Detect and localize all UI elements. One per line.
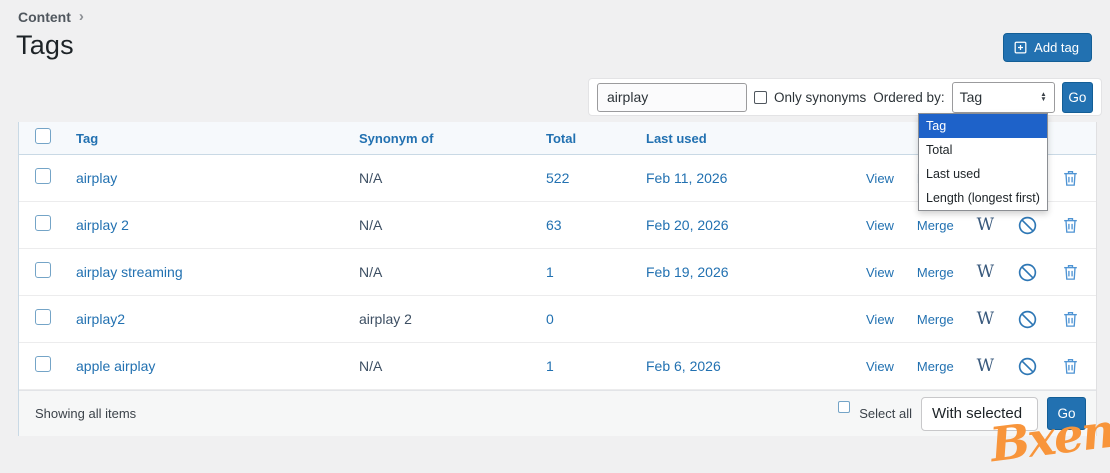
tag-link[interactable]: airplay streaming [76,264,183,280]
delete-trash-icon[interactable] [1061,215,1080,235]
tag-link[interactable]: airplay 2 [76,217,129,233]
wikipedia-icon[interactable]: W [976,355,995,376]
bulk-go-button[interactable]: Go [1047,397,1086,430]
column-header-last-used[interactable]: Last used [646,130,707,146]
chevron-right-icon: › [78,8,84,25]
ordered-by-selected-value: Tag [959,89,983,105]
dropdown-option-last-used[interactable]: Last used [926,167,981,181]
with-selected-select[interactable]: With selected [921,396,1038,431]
wikipedia-icon[interactable]: W [976,261,995,282]
table-row: airplay2 airplay 2 0 View Merge W [19,296,1096,343]
view-link[interactable]: View [866,358,894,374]
total-value: 522 [546,170,570,186]
synonym-of-value: N/A [359,358,383,374]
select-spinner-icon: ▲ ▼ [1040,91,1047,103]
tag-search-input[interactable] [597,82,747,112]
tag-link[interactable]: airplay2 [76,311,126,327]
ordered-by-dropdown-list: Tag Total Last used Length (longest firs… [918,113,1048,211]
block-synonym-icon[interactable] [1017,356,1038,377]
dropdown-option-tag[interactable]: Tag [919,114,1047,138]
synonym-of-value: N/A [359,264,383,280]
delete-trash-icon[interactable] [1061,262,1080,282]
table-row: airplay streaming N/A 1 Feb 19, 2026 Vie… [19,249,1096,296]
table-row: airplay 2 N/A 63 Feb 20, 2026 View Merge… [19,202,1096,249]
only-synonyms-label: Only synonyms [774,89,867,105]
last-used-value: Feb 19, 2026 [646,264,729,280]
merge-link[interactable]: Merge [916,264,954,280]
synonym-of-value: N/A [359,217,383,233]
select-all-header-checkbox[interactable] [35,127,51,144]
column-header-total[interactable]: Total [546,130,577,146]
merge-link[interactable]: Merge [916,358,954,374]
row-checkbox[interactable] [35,261,51,278]
delete-trash-icon[interactable] [1061,356,1080,376]
only-synonyms-checkbox[interactable] [754,90,767,104]
ordered-by-label: Ordered by: [873,89,945,105]
total-value: 1 [546,264,554,280]
view-link[interactable]: View [866,264,894,280]
showing-items-status: Showing all items [35,406,137,421]
view-link[interactable]: View [866,170,894,186]
delete-trash-icon[interactable] [1061,168,1080,188]
view-link[interactable]: View [866,311,894,327]
row-checkbox[interactable] [35,308,51,325]
add-tag-button[interactable]: Add tag [1003,33,1092,62]
column-header-tag[interactable]: Tag [76,130,99,146]
synonym-of-value: airplay 2 [359,311,412,327]
dropdown-option-total[interactable]: Total [926,143,953,157]
view-link[interactable]: View [866,217,894,233]
with-selected-value: With selected [932,405,1023,422]
plus-square-icon [1013,40,1028,55]
total-value: 63 [546,217,562,233]
search-go-button[interactable]: Go [1061,81,1093,113]
synonym-of-value: N/A [359,170,383,186]
select-all-checkbox[interactable] [838,400,851,413]
table-row: apple airplay N/A 1 Feb 6, 2026 View Mer… [19,343,1096,390]
wikipedia-icon[interactable]: W [976,214,995,235]
last-used-value: Feb 20, 2026 [646,217,729,233]
ordered-by-select[interactable]: Tag ▲ ▼ [951,81,1055,113]
block-synonym-icon[interactable] [1017,215,1038,236]
breadcrumb-content-link[interactable]: Content [18,8,71,25]
last-used-value: Feb 6, 2026 [646,358,721,374]
column-header-synonym-of: Synonym of [359,130,434,146]
dropdown-option-length[interactable]: Length (longest first) [926,191,1040,205]
tags-table: Tag Synonym of Total Last used airplay N… [18,122,1097,436]
merge-link[interactable]: Merge [916,311,954,327]
tag-link[interactable]: apple airplay [76,358,156,374]
block-synonym-icon[interactable] [1017,309,1038,330]
add-tag-label: Add tag [1034,40,1079,55]
table-header-row: Tag Synonym of Total Last used [19,122,1096,155]
merge-link[interactable]: Merge [916,217,954,233]
select-all-label: Select all [859,406,912,421]
row-checkbox[interactable] [35,355,51,372]
table-footer: Showing all items Select all With select… [19,390,1096,436]
tags-search-toolbar: Only synonyms Ordered by: Tag ▲▼ Go [588,78,1102,116]
row-checkbox[interactable] [35,167,51,184]
delete-trash-icon[interactable] [1061,309,1080,329]
breadcrumb: Content › [18,8,84,25]
last-used-value: Feb 11, 2026 [646,170,728,186]
total-value: 0 [546,311,554,327]
row-checkbox[interactable] [35,214,51,231]
block-synonym-icon[interactable] [1017,262,1038,283]
total-value: 1 [546,358,554,374]
page-title: Tags [16,30,74,60]
tag-link[interactable]: airplay [76,170,118,186]
wikipedia-icon[interactable]: W [976,308,995,329]
table-row: airplay N/A 522 Feb 11, 2026 View Merge … [19,155,1096,202]
